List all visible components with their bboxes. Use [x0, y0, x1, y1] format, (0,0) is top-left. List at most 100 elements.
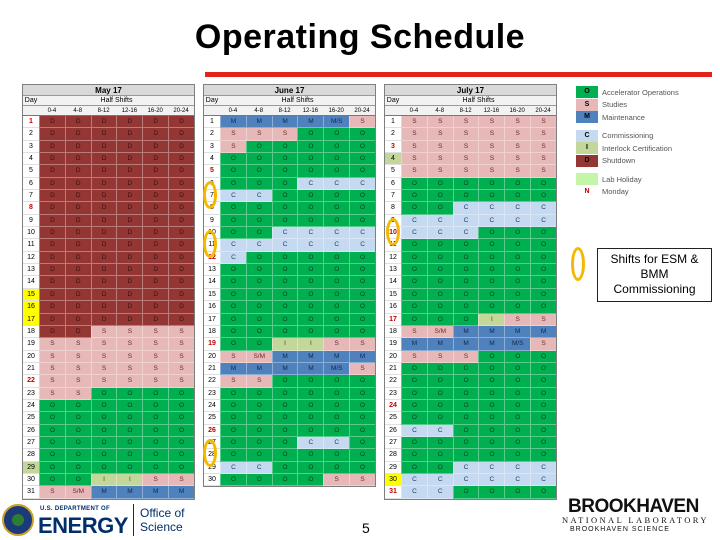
- shift-cell: D: [168, 313, 194, 326]
- shift-cell: S: [39, 375, 65, 388]
- subheader-row: Day Half Shifts: [23, 96, 194, 106]
- shift-cell: C: [245, 239, 272, 252]
- title-underline: [205, 72, 712, 77]
- shift-cell: S: [426, 165, 453, 178]
- highlight-marker-legend: [571, 247, 585, 281]
- shift-cell: C: [401, 227, 427, 240]
- shift-cell: O: [401, 387, 427, 400]
- shift-cell: O: [530, 350, 556, 363]
- shift-cell: S: [349, 473, 375, 487]
- day-number: 17: [204, 313, 220, 326]
- shift-cell: C: [426, 227, 453, 240]
- shift-cell: D: [116, 116, 143, 129]
- table-row: 24 O O O O O O: [204, 399, 375, 413]
- shift-cell: O: [323, 412, 350, 425]
- shift-cell: D: [39, 313, 65, 326]
- shift-cell: O: [271, 251, 298, 265]
- shift-cell: O: [530, 424, 556, 437]
- shift-cell: D: [116, 153, 143, 166]
- day-number: 6: [23, 177, 39, 191]
- table-row: 27 O O O O O O: [23, 436, 194, 450]
- shift-cell: D: [39, 251, 65, 265]
- day-number: 11: [23, 239, 39, 252]
- shift-cell: C: [504, 214, 531, 228]
- shift-cell: S: [90, 362, 117, 376]
- day-number: 27: [385, 436, 401, 450]
- column-header: 16-20: [147, 108, 163, 114]
- column-header-row: 0-4 4-8 8-12 12-16 16-20 20-24: [204, 106, 375, 116]
- shift-cell: O: [297, 251, 324, 265]
- shift-cell: S: [116, 375, 143, 388]
- shift-cell: O: [297, 375, 324, 388]
- shift-cell: O: [245, 214, 272, 228]
- shift-cell: D: [142, 301, 169, 314]
- bnl-logo: BROOKHAVEN NATIONAL LABORATORY BROOKHAVE…: [560, 496, 720, 540]
- shift-cell: O: [452, 239, 479, 252]
- day-number: 12: [385, 251, 401, 265]
- table-row: 12 D D D D D D: [23, 251, 194, 265]
- day-number: 17: [385, 313, 401, 326]
- table-row: 24 O O O O O O: [385, 399, 556, 413]
- table-row: 28 O O O O O O: [204, 449, 375, 462]
- shift-cell: O: [504, 239, 531, 252]
- shift-cell: D: [64, 153, 91, 166]
- table-row: 10 D D D D D D: [23, 227, 194, 240]
- shift-cell: O: [478, 190, 505, 203]
- shift-cell: O: [426, 412, 453, 425]
- shift-cell: O: [245, 473, 272, 487]
- shift-cell: O: [349, 424, 375, 437]
- shift-cell: O: [245, 313, 272, 326]
- shift-cell: C: [504, 202, 531, 215]
- shift-cell: S: [426, 153, 453, 166]
- day-number: 13: [385, 264, 401, 277]
- table-row: 11 O O O O O O: [385, 239, 556, 252]
- legend-swatch: C: [576, 129, 598, 142]
- shift-cell: I: [297, 338, 324, 351]
- shift-cell: S: [478, 116, 505, 129]
- shift-cell: S: [220, 375, 246, 388]
- shift-cell: I: [478, 313, 505, 326]
- day-number: 5: [23, 165, 39, 178]
- shift-cell: O: [168, 399, 194, 413]
- shift-cell: O: [297, 313, 324, 326]
- page-title: Operating Schedule: [194, 18, 526, 56]
- shift-cell: O: [504, 387, 531, 400]
- shift-cell: S: [142, 362, 169, 376]
- shift-cell: O: [349, 153, 375, 166]
- shift-cell: S: [64, 387, 91, 400]
- shift-cell: O: [452, 486, 479, 499]
- day-number: 31: [385, 486, 401, 499]
- shift-cell: O: [297, 387, 324, 400]
- shift-cell: D: [39, 325, 65, 339]
- shift-cell: O: [452, 264, 479, 277]
- day-number: 18: [385, 325, 401, 339]
- column-header: 0-4: [409, 108, 419, 114]
- shift-cell: S: [39, 486, 65, 499]
- shift-cell: C: [530, 473, 556, 487]
- shift-cell: D: [90, 301, 117, 314]
- shift-cell: O: [220, 214, 246, 228]
- shift-cell: O: [245, 264, 272, 277]
- day-number: 29: [385, 461, 401, 474]
- shift-cell: S: [142, 325, 169, 339]
- table-row: 30 O O I I S S: [23, 473, 194, 487]
- shift-cell: C: [323, 177, 350, 191]
- shift-cell: O: [426, 190, 453, 203]
- column-header: 20-24: [173, 108, 189, 114]
- shift-cell: C: [323, 239, 350, 252]
- shift-cell: C: [452, 227, 479, 240]
- day-number: 16: [204, 301, 220, 314]
- legend-label: Maintenance: [602, 112, 645, 122]
- shift-cell: D: [142, 288, 169, 302]
- doe-energy-text: ENERGY: [38, 513, 128, 538]
- shift-cell: O: [349, 399, 375, 413]
- day-number: 20: [23, 350, 39, 363]
- shift-cell: C: [426, 486, 453, 499]
- shift-cell: S: [530, 165, 556, 178]
